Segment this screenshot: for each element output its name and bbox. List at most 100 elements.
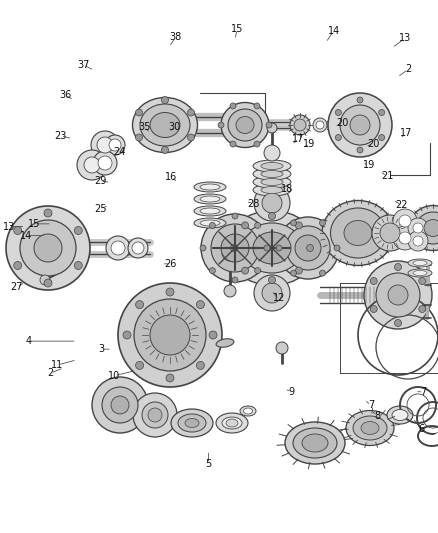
Circle shape — [128, 238, 148, 258]
Ellipse shape — [132, 98, 197, 152]
Text: 28: 28 — [247, 199, 259, 208]
Circle shape — [77, 150, 107, 180]
Ellipse shape — [220, 102, 268, 148]
Ellipse shape — [407, 269, 431, 277]
Circle shape — [295, 267, 302, 274]
Circle shape — [135, 361, 143, 369]
Circle shape — [209, 268, 215, 273]
Ellipse shape — [222, 417, 241, 429]
Circle shape — [166, 288, 173, 296]
Circle shape — [40, 275, 50, 285]
Ellipse shape — [227, 109, 261, 141]
Circle shape — [407, 231, 427, 251]
Ellipse shape — [215, 339, 233, 347]
Text: 2: 2 — [47, 368, 53, 378]
Circle shape — [132, 242, 144, 254]
Circle shape — [123, 331, 131, 339]
Ellipse shape — [407, 259, 431, 267]
Ellipse shape — [261, 171, 283, 177]
Text: 25: 25 — [94, 204, 106, 214]
Circle shape — [14, 227, 21, 235]
Circle shape — [295, 222, 302, 229]
Circle shape — [196, 301, 204, 309]
Circle shape — [141, 402, 168, 428]
Ellipse shape — [391, 409, 407, 421]
Text: 13: 13 — [398, 34, 410, 43]
Circle shape — [218, 122, 223, 128]
Ellipse shape — [140, 104, 190, 146]
Circle shape — [312, 118, 326, 132]
Circle shape — [266, 123, 276, 133]
Circle shape — [135, 301, 143, 309]
Circle shape — [222, 245, 237, 261]
Text: 24: 24 — [113, 147, 125, 157]
Circle shape — [290, 270, 296, 276]
Circle shape — [111, 396, 129, 414]
Circle shape — [254, 268, 260, 273]
Circle shape — [276, 245, 281, 251]
Circle shape — [339, 105, 379, 145]
Ellipse shape — [194, 206, 226, 216]
Circle shape — [14, 262, 21, 270]
Text: 16: 16 — [165, 172, 177, 182]
Circle shape — [196, 361, 204, 369]
Circle shape — [230, 103, 236, 109]
Circle shape — [118, 283, 222, 387]
Circle shape — [200, 245, 205, 251]
Circle shape — [161, 96, 168, 103]
Circle shape — [369, 278, 376, 285]
Ellipse shape — [412, 271, 426, 276]
Text: 2: 2 — [404, 64, 410, 74]
Ellipse shape — [276, 217, 338, 279]
Ellipse shape — [412, 261, 426, 265]
Text: 3: 3 — [98, 344, 104, 354]
Circle shape — [371, 215, 407, 251]
Ellipse shape — [184, 418, 198, 427]
Circle shape — [412, 223, 422, 233]
Circle shape — [161, 147, 168, 154]
Text: 20: 20 — [336, 118, 348, 127]
Circle shape — [111, 241, 125, 255]
Circle shape — [290, 220, 296, 226]
Circle shape — [44, 279, 52, 287]
Circle shape — [263, 245, 269, 251]
Ellipse shape — [423, 220, 438, 237]
Circle shape — [102, 387, 138, 423]
Ellipse shape — [252, 168, 290, 180]
Ellipse shape — [352, 416, 386, 440]
Circle shape — [394, 319, 401, 327]
Ellipse shape — [220, 234, 248, 262]
Circle shape — [418, 278, 425, 285]
Circle shape — [398, 232, 410, 244]
Circle shape — [379, 223, 399, 243]
Circle shape — [412, 236, 422, 246]
Circle shape — [349, 115, 369, 135]
Circle shape — [133, 393, 177, 437]
Ellipse shape — [243, 408, 252, 414]
Text: 13: 13 — [3, 222, 15, 231]
Text: 20: 20 — [366, 139, 378, 149]
Circle shape — [335, 109, 341, 116]
Circle shape — [263, 145, 279, 161]
Text: 10: 10 — [108, 371, 120, 381]
Ellipse shape — [200, 220, 219, 226]
Circle shape — [231, 213, 237, 219]
Ellipse shape — [177, 414, 205, 432]
Circle shape — [92, 377, 148, 433]
Circle shape — [254, 222, 260, 228]
Circle shape — [306, 245, 313, 252]
Ellipse shape — [360, 422, 378, 434]
Circle shape — [356, 97, 362, 103]
Ellipse shape — [408, 206, 438, 251]
Text: 26: 26 — [164, 259, 176, 269]
Text: 37: 37 — [77, 60, 89, 70]
Ellipse shape — [345, 410, 393, 446]
Circle shape — [231, 277, 237, 283]
Circle shape — [369, 305, 376, 312]
Ellipse shape — [240, 406, 255, 416]
Ellipse shape — [226, 211, 316, 286]
Ellipse shape — [252, 160, 290, 172]
Text: 27: 27 — [11, 282, 23, 292]
Ellipse shape — [285, 226, 329, 270]
Circle shape — [97, 137, 113, 153]
